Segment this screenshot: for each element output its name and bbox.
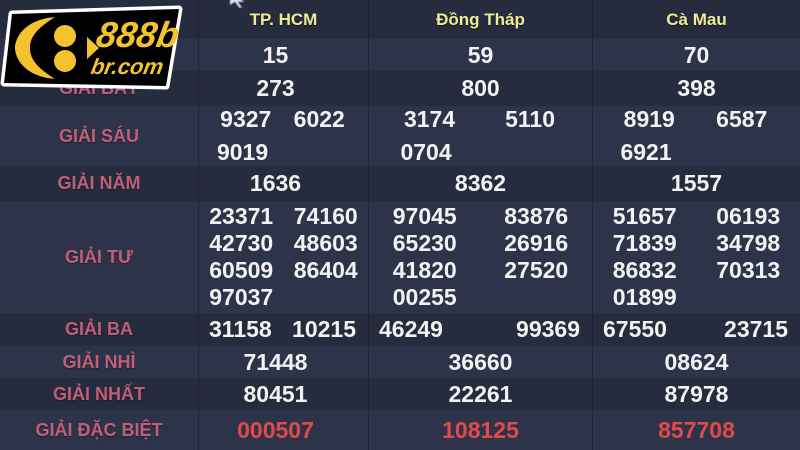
svg-text:br.com: br.com [89,54,165,79]
svg-text:888b: 888b [93,14,182,55]
